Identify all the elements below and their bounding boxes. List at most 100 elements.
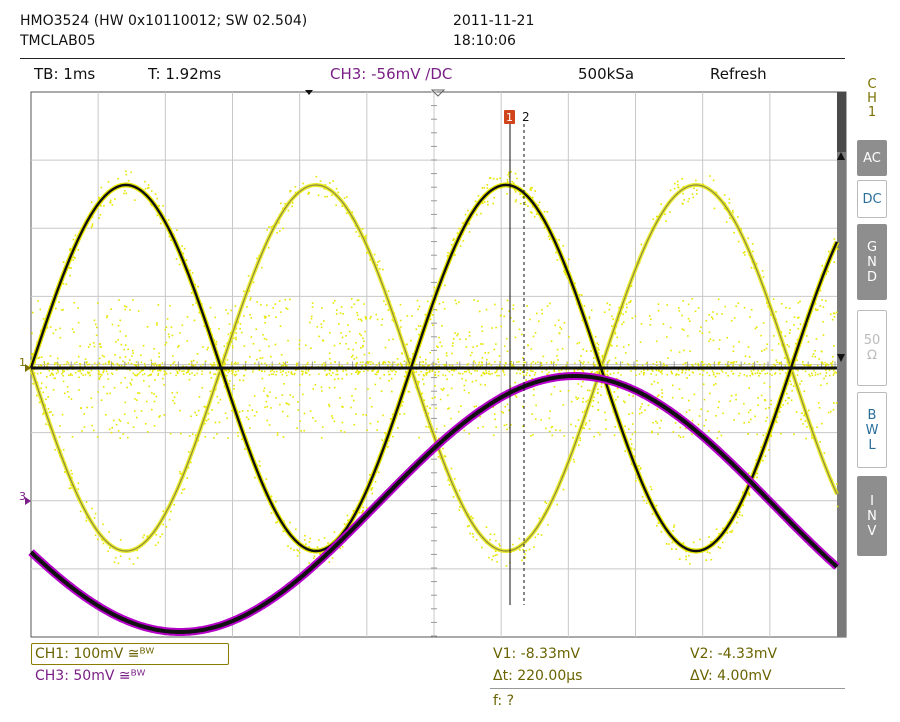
- ch1-noise-dot: [200, 308, 203, 311]
- ch1-noise-dot: [624, 450, 626, 452]
- ch1-noise-dot: [582, 397, 584, 400]
- ch1-noise-dot: [412, 356, 415, 358]
- ch1-noise-dot: [743, 306, 746, 309]
- coupling-gnd-button[interactable]: G N D: [857, 224, 887, 300]
- cursor-1-tag[interactable]: [504, 110, 515, 124]
- ch1-noise-dot: [600, 364, 602, 367]
- ch1-noise-dot: [750, 370, 753, 372]
- ch1-noise-dot: [600, 394, 602, 397]
- ch1-noise-dot: [515, 367, 518, 369]
- ch1-offset-marker[interactable]: 1: [19, 356, 26, 369]
- ch1-noise-dot: [302, 367, 304, 370]
- ch1-noise-dot: [697, 364, 700, 367]
- ch1-noise-dot: [97, 369, 100, 372]
- ch1-noise-dot: [228, 387, 231, 389]
- invert-button[interactable]: I N V: [857, 476, 887, 556]
- ch3-offset-marker[interactable]: 3: [19, 490, 26, 503]
- timebase-readout[interactable]: TB: 1ms: [34, 65, 96, 83]
- ch1-noise-dot: [31, 311, 34, 314]
- ch1-noise-dot: [573, 369, 575, 371]
- ch1-noise-dot: [213, 361, 215, 364]
- ch1-settings[interactable]: CH1: 100mV ≅ᴮᵂ: [35, 646, 155, 662]
- ch1-noise-dot: [216, 350, 219, 353]
- ch1-noise-dot: [315, 550, 317, 553]
- trigger-time-readout[interactable]: T: 1.92ms: [148, 65, 222, 83]
- coupling-ac-button[interactable]: AC: [857, 140, 887, 176]
- ch1-noise-dot: [147, 374, 150, 377]
- ch1-noise-dot: [263, 370, 266, 373]
- ch1-noise-dot: [364, 363, 367, 366]
- ch1-noise-dot: [597, 352, 600, 355]
- ch1-noise-dot: [827, 368, 830, 370]
- ch1-noise-dot: [709, 175, 711, 177]
- ch1-noise-dot: [580, 355, 582, 357]
- ch1-noise-dot: [779, 368, 782, 371]
- ch1-noise-dot: [258, 365, 261, 367]
- ch1-noise-dot: [181, 370, 183, 373]
- scroll-strip[interactable]: [837, 92, 846, 637]
- ch1-noise-dot: [39, 372, 42, 374]
- ch1-noise-dot: [488, 370, 490, 373]
- ch1-noise-dot: [581, 304, 583, 306]
- ch1-noise-dot: [534, 418, 537, 420]
- coupling-dc-button[interactable]: DC: [857, 180, 887, 218]
- ch1-noise-dot: [140, 354, 142, 357]
- ch1-noise-dot: [117, 338, 119, 341]
- ch1-noise-dot: [347, 348, 350, 350]
- ch1-noise-dot: [504, 405, 506, 408]
- ch1-noise-dot: [176, 372, 179, 375]
- ch1-noise-dot: [698, 368, 700, 371]
- ch1-noise-dot: [754, 327, 757, 330]
- ch1-noise-dot: [190, 292, 193, 294]
- ch1-noise-dot: [516, 372, 518, 375]
- ch1-noise-dot: [346, 514, 349, 517]
- impedance-50ohm-button[interactable]: 50 Ω: [857, 310, 887, 386]
- ch1-noise-dot: [99, 346, 102, 348]
- ch1-noise-dot: [511, 365, 513, 367]
- ch1-noise-dot: [542, 219, 545, 221]
- ch1-noise-dot: [407, 371, 410, 373]
- ch3-settings[interactable]: CH3: 50mV ≅ᴮᵂ: [35, 668, 146, 684]
- ch1-noise-dot: [358, 332, 361, 335]
- ch1-settings-box[interactable]: [31, 643, 229, 665]
- ch1-noise-dot: [429, 407, 431, 410]
- ch1-noise-dot: [147, 184, 150, 186]
- ch1-noise-dot: [820, 361, 823, 363]
- acquisition-mode[interactable]: Refresh: [710, 65, 767, 83]
- ch1-noise-dot: [341, 205, 343, 208]
- ch1-noise-dot: [511, 543, 514, 546]
- ch1-noise-dot: [450, 467, 453, 470]
- ch1-noise-dot: [429, 407, 431, 409]
- ch1-noise-dot: [659, 371, 662, 373]
- scroll-up-arrow-icon[interactable]: [837, 152, 845, 160]
- ch1-noise-dot: [423, 383, 425, 385]
- ch1-noise-dot: [299, 420, 302, 423]
- ch1-noise-dot: [534, 371, 537, 374]
- ch1-noise-dot: [306, 363, 308, 365]
- ch1-noise-dot: [117, 177, 119, 180]
- ch1-noise-dot: [425, 362, 427, 364]
- ch1-noise-dot: [799, 300, 801, 303]
- ch1-noise-dot: [38, 401, 41, 404]
- bandwidth-limit-button[interactable]: B W L: [857, 392, 887, 468]
- ch1-noise-dot: [409, 357, 412, 360]
- ch1-noise-dot: [550, 361, 553, 363]
- ch1-noise-dot: [654, 366, 656, 369]
- ch1-noise-dot: [380, 390, 383, 393]
- ch1-noise-dot: [550, 340, 553, 343]
- ch1-noise-dot: [689, 350, 691, 352]
- ch1-noise-dot: [585, 422, 588, 424]
- ch1-noise-dot: [789, 380, 792, 382]
- ch1-noise-dot: [120, 364, 123, 367]
- ch1-noise-dot: [149, 203, 152, 205]
- ch1-noise-dot: [249, 355, 251, 358]
- ch1-noise-dot: [247, 418, 250, 421]
- ch1-noise-dot: [694, 362, 697, 365]
- ch1-noise-dot: [656, 395, 659, 398]
- ch1-noise-dot: [239, 379, 241, 382]
- trigger-channel-readout[interactable]: CH3: -56mV ∕DC: [330, 65, 453, 83]
- ch1-noise-dot: [308, 541, 311, 543]
- ch1-noise-dot: [31, 361, 33, 364]
- ch1-noise-dot: [731, 367, 733, 369]
